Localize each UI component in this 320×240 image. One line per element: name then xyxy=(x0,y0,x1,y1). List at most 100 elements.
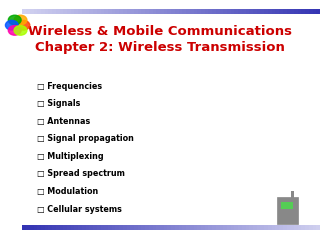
Bar xyxy=(313,9,316,14)
Bar xyxy=(275,9,279,14)
Bar xyxy=(82,9,86,14)
Bar xyxy=(116,225,119,230)
Bar xyxy=(149,225,153,230)
Bar xyxy=(52,9,56,14)
Bar xyxy=(235,225,238,230)
Bar xyxy=(216,225,220,230)
Bar xyxy=(175,225,179,230)
Bar xyxy=(298,9,301,14)
Bar xyxy=(167,225,171,230)
Bar xyxy=(216,9,220,14)
Bar xyxy=(153,9,156,14)
Bar xyxy=(286,9,290,14)
Bar xyxy=(160,9,164,14)
Bar xyxy=(141,9,145,14)
Bar xyxy=(246,225,249,230)
Text: □ Cellular systems: □ Cellular systems xyxy=(37,204,122,214)
Bar xyxy=(253,9,257,14)
Bar xyxy=(212,225,216,230)
Bar xyxy=(264,9,268,14)
Bar xyxy=(45,9,48,14)
Bar xyxy=(281,202,293,209)
Bar xyxy=(268,9,272,14)
Bar xyxy=(149,9,153,14)
Bar xyxy=(253,225,257,230)
Bar xyxy=(89,225,93,230)
Bar xyxy=(93,225,97,230)
Bar xyxy=(78,9,82,14)
Bar xyxy=(171,225,175,230)
Bar xyxy=(138,225,141,230)
Bar xyxy=(167,9,171,14)
Bar xyxy=(67,225,71,230)
Bar xyxy=(246,9,249,14)
Bar xyxy=(127,9,130,14)
Bar xyxy=(220,225,223,230)
Bar xyxy=(272,9,275,14)
Bar xyxy=(134,9,138,14)
Bar xyxy=(56,225,60,230)
Bar xyxy=(179,9,182,14)
Bar xyxy=(223,9,227,14)
Bar xyxy=(141,225,145,230)
Bar xyxy=(301,225,305,230)
Bar xyxy=(286,225,290,230)
Bar xyxy=(52,225,56,230)
Bar xyxy=(257,225,260,230)
Bar xyxy=(37,9,41,14)
Bar xyxy=(249,225,253,230)
Bar xyxy=(75,225,78,230)
Bar xyxy=(104,225,108,230)
Bar xyxy=(112,225,116,230)
Bar xyxy=(41,9,45,14)
Bar xyxy=(63,9,67,14)
Text: □ Antennas: □ Antennas xyxy=(37,117,90,126)
Bar xyxy=(212,9,216,14)
Bar xyxy=(201,9,205,14)
Bar xyxy=(34,9,37,14)
Bar xyxy=(272,225,275,230)
Bar xyxy=(164,9,167,14)
Bar xyxy=(238,225,242,230)
Bar xyxy=(182,9,186,14)
Bar xyxy=(30,9,34,14)
Bar xyxy=(316,9,320,14)
Bar xyxy=(264,225,268,230)
Bar xyxy=(227,9,231,14)
Bar xyxy=(275,225,279,230)
Bar xyxy=(22,9,26,14)
Bar xyxy=(116,9,119,14)
Bar xyxy=(171,9,175,14)
Bar xyxy=(153,225,156,230)
Bar xyxy=(227,225,231,230)
Bar xyxy=(182,225,186,230)
Bar xyxy=(294,9,298,14)
Bar xyxy=(235,9,238,14)
Bar xyxy=(48,9,52,14)
Bar xyxy=(277,197,298,224)
Bar xyxy=(290,225,294,230)
Bar xyxy=(78,225,82,230)
Bar xyxy=(298,225,301,230)
Bar xyxy=(194,225,197,230)
Bar xyxy=(127,225,130,230)
Bar xyxy=(197,225,201,230)
Bar xyxy=(75,9,78,14)
Bar xyxy=(56,9,60,14)
Bar xyxy=(309,9,313,14)
Bar xyxy=(48,225,52,230)
Bar xyxy=(119,225,123,230)
Bar xyxy=(97,225,100,230)
Circle shape xyxy=(17,20,30,30)
Bar xyxy=(175,9,179,14)
Bar xyxy=(108,225,112,230)
Bar xyxy=(179,225,182,230)
Bar xyxy=(93,9,97,14)
Bar xyxy=(313,225,316,230)
Bar xyxy=(249,9,253,14)
Bar xyxy=(156,9,160,14)
Bar xyxy=(30,225,34,230)
Bar xyxy=(257,9,260,14)
Bar xyxy=(123,9,127,14)
Bar xyxy=(86,225,89,230)
